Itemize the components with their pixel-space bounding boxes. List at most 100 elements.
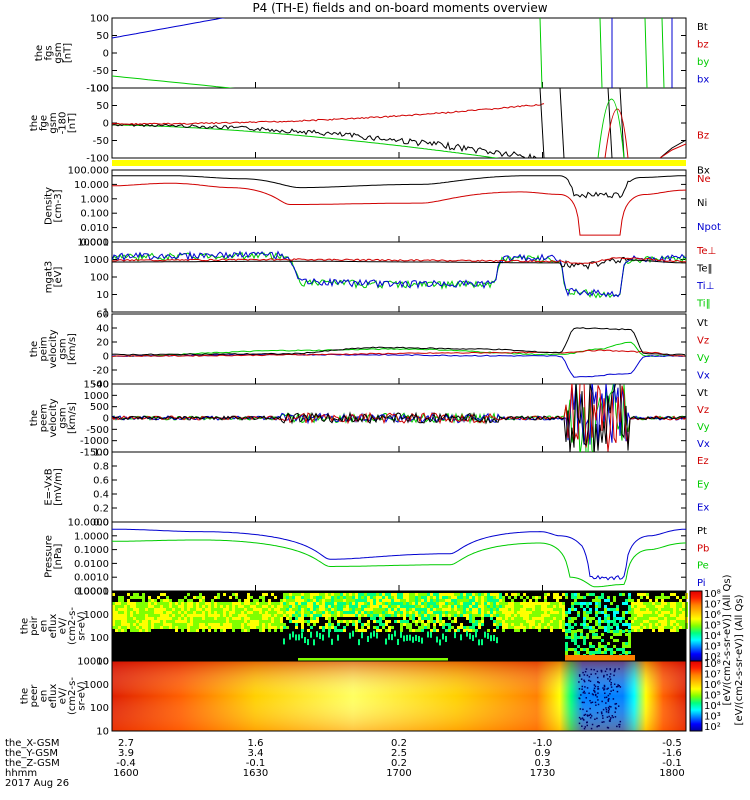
peir-pixel	[520, 623, 523, 626]
peir-pixel	[583, 602, 586, 605]
peir-pixel	[421, 599, 424, 602]
peir-pixel	[313, 593, 316, 596]
footer-value: 1700	[386, 768, 411, 779]
peir-pixel	[379, 599, 382, 602]
peir-pixel	[598, 651, 601, 654]
peir-pixel	[289, 602, 292, 605]
peir-pixel	[451, 608, 454, 611]
peir-pixel	[625, 599, 628, 602]
peir-pixel	[595, 605, 598, 608]
peir-pixel	[400, 599, 403, 602]
peir-pixel	[427, 617, 430, 620]
peir-pixel	[424, 626, 427, 629]
peir-pixel	[514, 602, 517, 605]
peir-pixel	[151, 608, 154, 611]
peir-pixel	[346, 623, 349, 626]
peir-pixel	[646, 602, 649, 605]
peir-pixel	[448, 614, 451, 617]
peir-pixel	[676, 614, 679, 617]
peir-pixel	[121, 605, 124, 608]
peir-pixel	[232, 626, 235, 629]
peir-pixel	[583, 596, 586, 599]
peir-pixel	[247, 599, 250, 602]
peir-pixel	[442, 605, 445, 608]
peer-pixel	[604, 670, 607, 673]
peir-pixel	[481, 620, 484, 623]
peir-pixel	[568, 608, 571, 611]
peir-pixel	[253, 611, 256, 614]
peir-pixel	[646, 593, 649, 596]
peir-pixel	[346, 605, 349, 608]
peir-pixel	[316, 611, 319, 614]
peir-pixel	[238, 602, 241, 605]
peir-pixel	[529, 608, 532, 611]
peir-pixel	[334, 605, 337, 608]
peir-pixel	[373, 599, 376, 602]
peir-pixel	[484, 596, 487, 599]
peer-pixel	[609, 693, 611, 695]
peir-pixel	[529, 620, 532, 623]
peir-pixel	[352, 623, 355, 626]
peir-pixel	[448, 623, 451, 626]
peir-pixel	[475, 605, 478, 608]
peir-pixel	[571, 596, 574, 599]
peir-pixel	[310, 611, 313, 614]
legend-entry: Ey	[697, 479, 709, 490]
peir-pixel	[217, 608, 220, 611]
peer-pixel	[583, 680, 586, 683]
peir-pixel	[136, 593, 139, 596]
peir-pixel	[214, 596, 217, 599]
series-Pi	[112, 528, 686, 581]
peir-pixel	[670, 620, 673, 623]
peir-pixel	[169, 626, 172, 629]
peir-pixel	[418, 620, 421, 623]
peir-pixel	[382, 593, 385, 596]
peer-pixel	[578, 688, 581, 690]
peir-pixel	[295, 620, 298, 623]
peir-pixel	[178, 602, 181, 605]
peir-pixel	[634, 626, 637, 629]
peir-pixel	[295, 617, 298, 620]
peir-pixel	[343, 599, 346, 602]
peir-pixel	[298, 596, 301, 599]
peir-pixel	[664, 626, 667, 629]
peir-pixel	[457, 626, 460, 629]
peir-pixel	[223, 611, 226, 614]
peir-pixel	[271, 602, 274, 605]
peir-pixel	[148, 623, 151, 626]
peir-pixel	[160, 623, 163, 626]
peir-pixel	[229, 611, 232, 614]
peir-pixel	[193, 620, 196, 623]
peir-pixel	[571, 608, 574, 611]
peir-pixel	[175, 605, 178, 608]
peir-pixel	[265, 620, 268, 623]
peir-pixel	[586, 651, 589, 654]
panel-group: 100500-50-100thefgsgsm[nT]Btbzbybx100500…	[20, 14, 721, 738]
peir-pixel	[547, 623, 550, 626]
peir-pixel	[334, 611, 337, 614]
peir-pixel	[202, 602, 205, 605]
peir-pixel	[526, 617, 529, 620]
peir-pixel	[325, 593, 328, 596]
peir-pixel	[211, 620, 214, 623]
peir-pixel	[568, 623, 571, 626]
peir-pixel	[241, 614, 244, 617]
peir-pixel	[250, 623, 253, 626]
peir-pixel	[673, 629, 676, 632]
peir-pixel	[493, 593, 496, 596]
peir-pixel	[556, 605, 559, 608]
peir-pixel	[316, 608, 319, 611]
peir-pixel	[433, 593, 436, 596]
peir-pixel	[298, 593, 301, 596]
peir-pixel	[658, 617, 661, 620]
peir-pixel	[232, 611, 235, 614]
peir-pixel	[229, 602, 232, 605]
peir-pixel	[622, 651, 625, 654]
peir-pixel	[301, 599, 304, 602]
peir-pixel	[340, 611, 343, 614]
peir-pixel	[598, 620, 601, 623]
footer-value: -0.4	[116, 758, 136, 769]
peir-pixel	[151, 623, 154, 626]
peir-pixel	[523, 602, 526, 605]
peir-pixel	[160, 611, 163, 614]
